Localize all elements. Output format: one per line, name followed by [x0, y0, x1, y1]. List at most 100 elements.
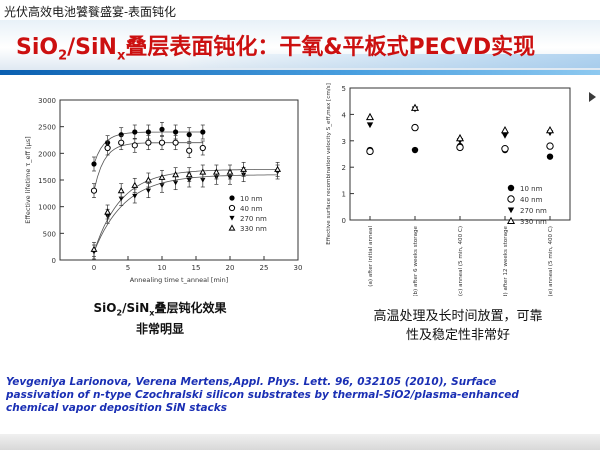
data-point [172, 139, 179, 146]
data-point [545, 126, 555, 134]
legend-label: 270 nm [520, 207, 547, 215]
right-caption-line2: 性及稳定性非常好 [405, 328, 510, 343]
data-point [131, 181, 139, 188]
y-tick-label: 3000 [38, 97, 56, 105]
caption-part: 叠层钝化效果 [154, 301, 227, 315]
data-point [173, 129, 179, 135]
x-tick-label: 0 [92, 264, 96, 272]
data-point [185, 171, 193, 178]
next-slide-arrow-icon[interactable] [589, 92, 596, 102]
legend-marker [507, 184, 515, 192]
data-point [274, 165, 282, 172]
x-tick-label: 30 [294, 264, 303, 272]
x-tick-label: (a) after initial anneal [368, 226, 374, 287]
x-tick-label: 5 [126, 264, 130, 272]
data-point [186, 132, 192, 138]
legend-marker [229, 215, 235, 221]
data-point [131, 142, 138, 149]
legend-label: 330 nm [520, 218, 547, 226]
x-tick-label: 25 [260, 264, 269, 272]
data-point [546, 142, 554, 150]
header-label: 光伏高效电池饕餮盛宴-表面钝化 [4, 5, 177, 19]
data-point [501, 132, 509, 139]
data-point [90, 245, 98, 252]
caption-part: /SiN [122, 301, 150, 315]
data-point [366, 122, 374, 129]
slide-title: SiO2/SiNx叠层表面钝化：干氧&平板式PECVD实现 [16, 29, 535, 63]
y-tick-label: 1 [342, 191, 346, 199]
legend-label: 40 nm [240, 205, 263, 213]
legend-marker [229, 195, 235, 201]
data-point [117, 187, 125, 194]
footer-bar [0, 434, 600, 450]
title-rule [0, 70, 600, 75]
data-point [546, 153, 554, 160]
data-point [158, 173, 166, 180]
data-point [145, 129, 151, 135]
data-point [411, 146, 419, 154]
data-point [172, 171, 180, 178]
fit-curve [93, 174, 278, 253]
data-point [199, 168, 207, 175]
plot-frame [59, 99, 299, 261]
y-axis-label: Effective surface recombination velocity… [326, 83, 332, 244]
x-tick-label: (d) after 12 weeks storage [503, 225, 509, 296]
data-point [200, 129, 206, 135]
title-part: /SiN [67, 35, 117, 60]
data-point [144, 176, 152, 183]
data-point [118, 139, 125, 146]
x-tick-label: (c) anneal (5 min, 400 C) [458, 226, 464, 296]
data-point [186, 147, 193, 154]
legend-marker [507, 195, 515, 203]
x-axis-label: Annealing time t_anneal [min] [130, 276, 229, 284]
data-point [104, 208, 112, 215]
title-sub: x [116, 48, 126, 64]
data-point [132, 129, 138, 135]
y-tick-label: 2000 [38, 150, 56, 158]
legend-marker [506, 216, 516, 225]
data-point [240, 165, 248, 172]
legend-marker [228, 224, 236, 231]
y-tick-label: 0 [342, 217, 346, 225]
data-point [411, 123, 419, 132]
x-tick-label: 15 [192, 264, 201, 272]
legend-label: 10 nm [240, 195, 263, 203]
data-point [456, 143, 464, 152]
left-caption-line1: SiO2/SiNx叠层钝化效果 [55, 300, 265, 321]
data-point [455, 133, 465, 142]
fit-curve [93, 169, 278, 253]
y-tick-label: 2500 [38, 124, 56, 132]
x-tick-label: 10 [158, 264, 167, 272]
data-point [132, 193, 138, 199]
right-caption-line1: 高温处理及长时间放置，可靠 [373, 309, 543, 324]
caption-part: SiO [93, 301, 117, 315]
y-tick-label: 1000 [38, 204, 56, 212]
y-tick-label: 0 [52, 257, 56, 265]
y-tick-label: 1500 [38, 177, 56, 185]
y-tick-label: 4 [342, 111, 347, 119]
y-tick-label: 2 [342, 164, 346, 172]
x-tick-label: (b) after 6 weeks storage [413, 225, 419, 296]
data-point [158, 139, 166, 146]
y-tick-label: 5 [342, 85, 346, 93]
data-point [365, 112, 375, 121]
data-point [212, 168, 220, 175]
data-point [91, 161, 97, 167]
x-tick-label: (e) anneal (5 min, 400 C) [548, 226, 554, 296]
data-point [500, 126, 510, 134]
x-tick-label: 20 [226, 264, 235, 272]
right-caption: 高温处理及长时间放置，可靠 性及稳定性非常好 [348, 307, 568, 345]
title-part: 叠层表面钝化：干氧&平板式PECVD实现 [125, 35, 536, 60]
data-point [90, 187, 98, 194]
left-caption: SiO2/SiNx叠层钝化效果 非常明显 [55, 300, 265, 337]
legend-marker [507, 207, 515, 214]
y-tick-label: 500 [43, 230, 56, 238]
reference-citation: Yevgeniya Larionova, Verena Mertens,Appl… [6, 376, 519, 414]
legend-label: 40 nm [520, 196, 543, 204]
caption-sub: 2 [116, 308, 123, 318]
y-tick-label: 3 [342, 138, 346, 146]
data-point [104, 144, 111, 152]
legend-label: 330 nm [240, 225, 267, 233]
data-point [410, 103, 420, 111]
data-point [145, 139, 152, 146]
